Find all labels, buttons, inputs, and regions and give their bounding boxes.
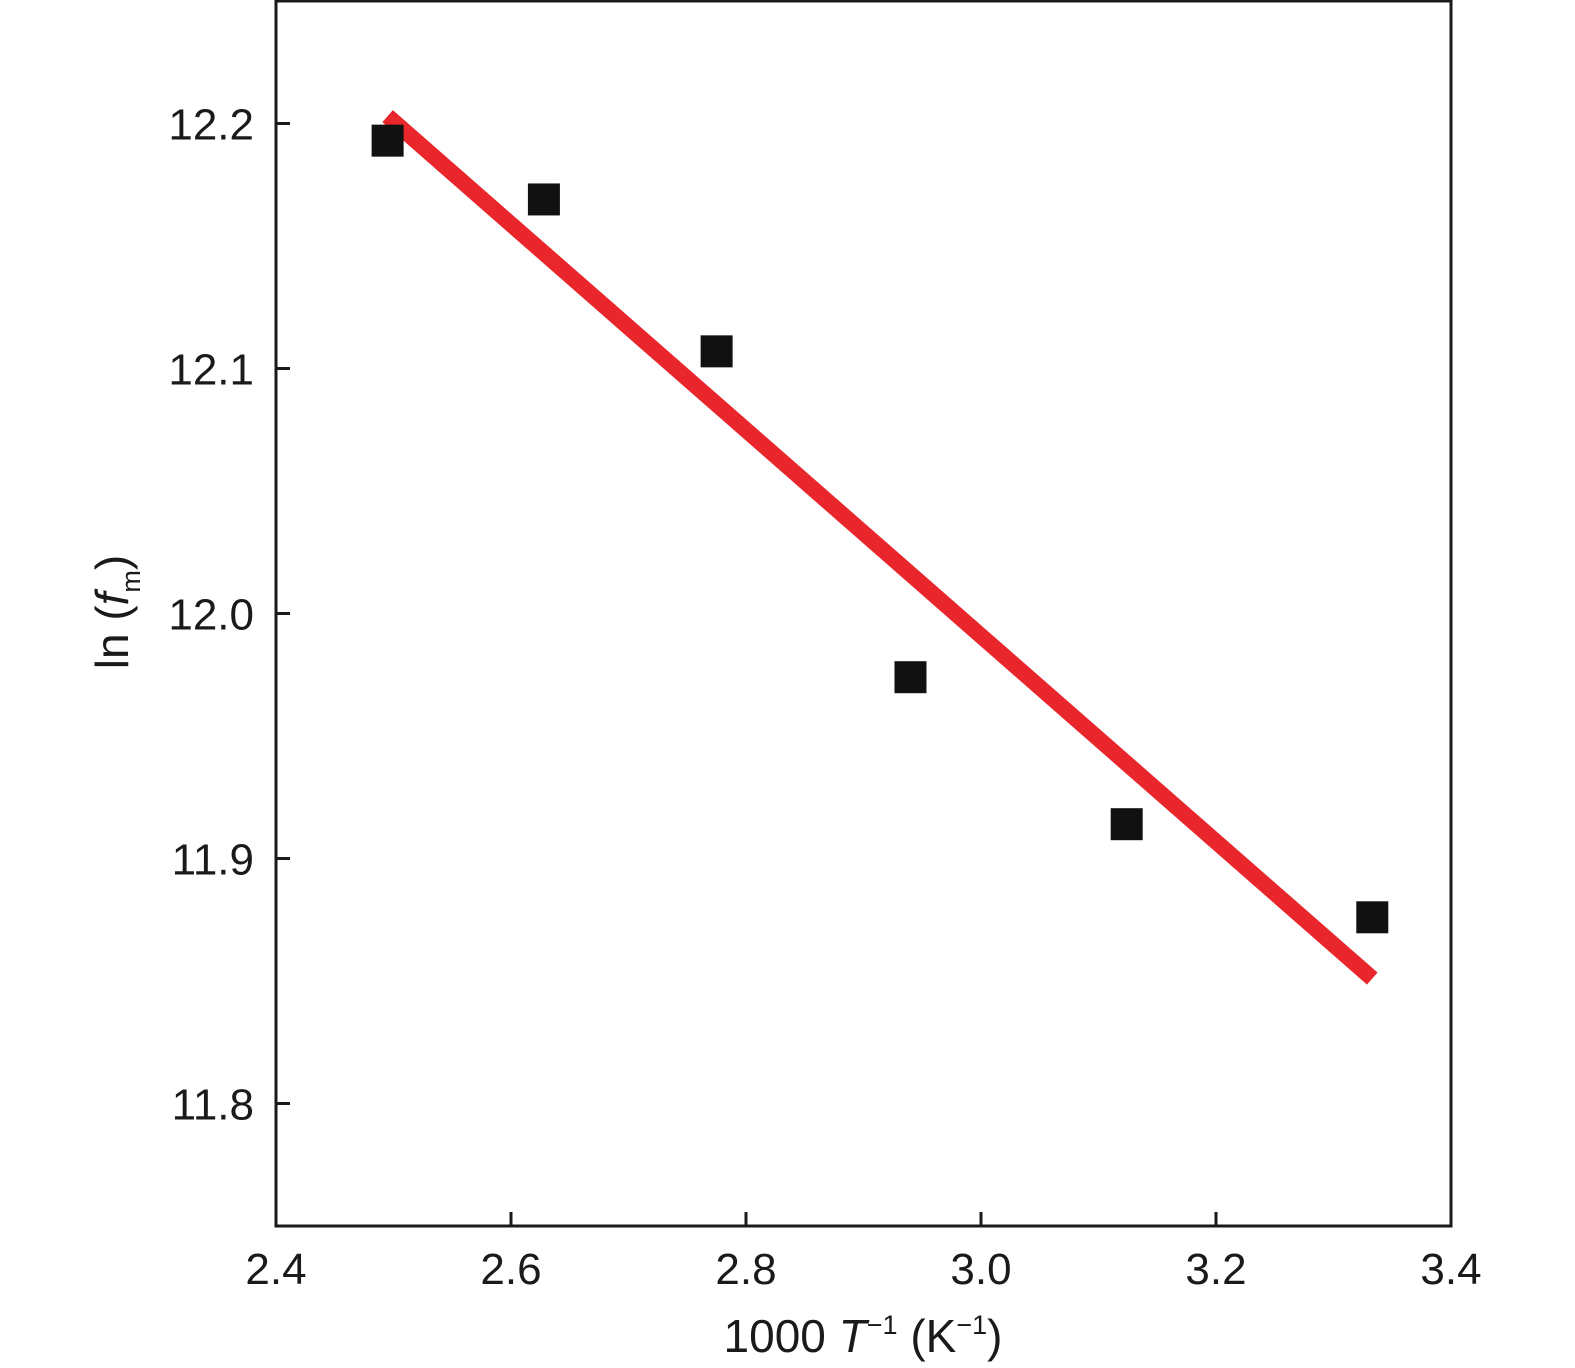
x-tick-label: 3.2 — [1185, 1245, 1246, 1294]
data-point — [1110, 808, 1143, 841]
data-points — [371, 124, 1389, 934]
data-point — [527, 183, 560, 216]
y-tick-label: 12.1 — [168, 346, 254, 395]
fit-line-group — [382, 110, 1378, 985]
x-tick-label: 2.8 — [715, 1245, 776, 1294]
y-tick-label: 12.2 — [168, 101, 254, 150]
x-axis-label: 1000 T−1 (K−1) — [724, 1310, 1003, 1362]
y-tick-label: 12.0 — [168, 591, 254, 640]
x-tick-label: 3.0 — [950, 1245, 1011, 1294]
y-tick-label: 11.8 — [172, 1081, 254, 1130]
plot-frame — [274, 0, 1453, 1228]
ticks: 2.4 2.6 2.8 3.0 3.2 3.4 11.8 11.9 12.0 12.1 12.2 — [168, 101, 1481, 1295]
x-tick-label: 3.4 — [1420, 1245, 1481, 1294]
x-tick-label: 2.6 — [480, 1245, 541, 1294]
data-point — [371, 124, 404, 157]
x-tick-label: 2.4 — [245, 1245, 306, 1294]
data-point — [894, 661, 927, 694]
fit-line — [382, 110, 1378, 985]
y-tick-label: 11.9 — [172, 836, 254, 885]
data-point — [1356, 901, 1389, 934]
y-axis-label: ln (fm) — [86, 555, 146, 670]
data-point — [700, 335, 733, 368]
